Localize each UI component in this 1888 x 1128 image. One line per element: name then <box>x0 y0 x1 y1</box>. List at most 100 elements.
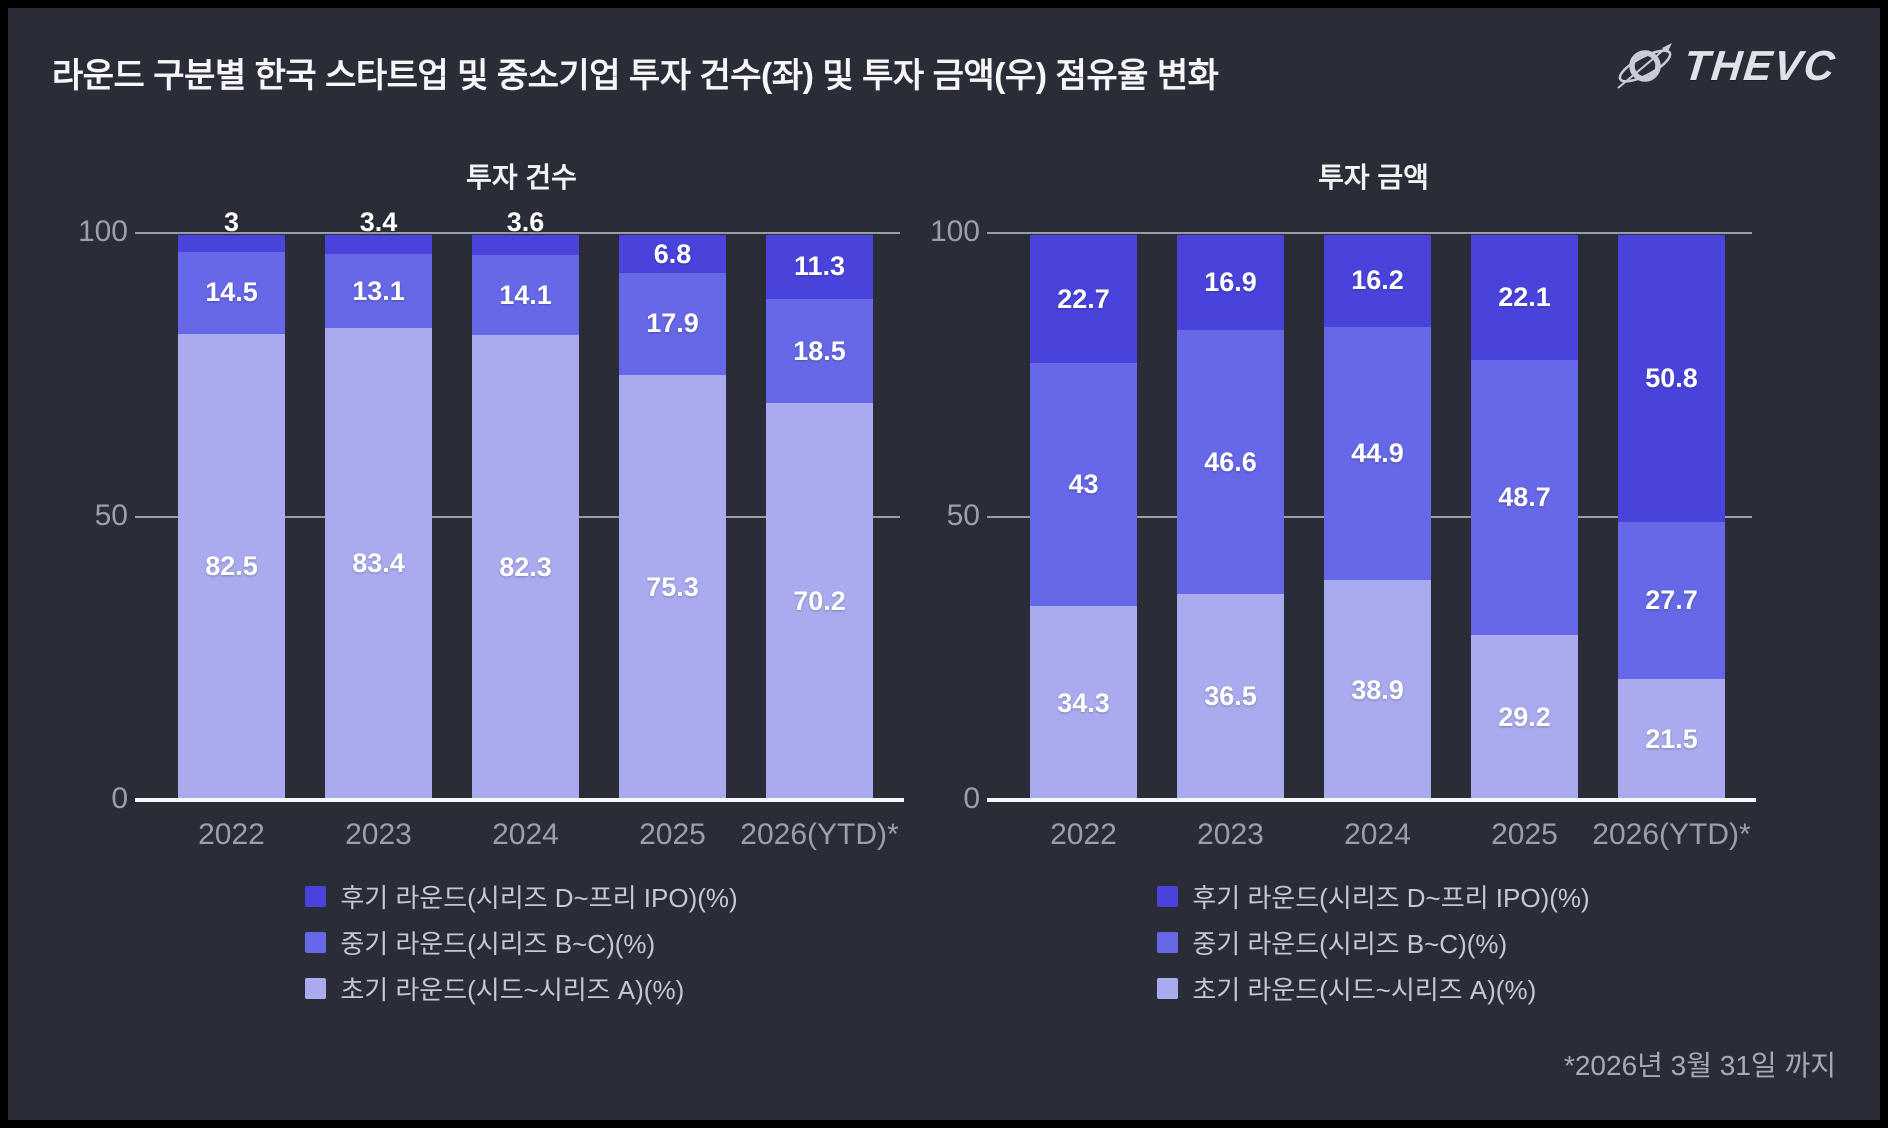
segment-late-round: 50.8 <box>1618 235 1725 523</box>
legend-item-late-round: 후기 라운드(시리즈 D~프리 IPO)(%) <box>1157 878 1590 915</box>
segment-value-label: 34.3 <box>1057 687 1110 718</box>
bar-2023: 16.9 46.6 36.5 <box>1177 235 1284 800</box>
chart-title: 투자 건수 <box>466 162 577 193</box>
bar-2024: 3.6 14.1 82.3 <box>472 207 579 800</box>
segment-mid-round: 44.9 <box>1324 326 1431 581</box>
x-tick-2024: 2024 <box>1344 818 1411 851</box>
segment-late-round: 22.1 <box>1471 235 1578 360</box>
segment-value-label: 75.3 <box>646 571 699 602</box>
segment-early-round: 21.5 <box>1618 678 1725 800</box>
y-tick-0: 0 <box>111 782 128 815</box>
bar-2022: 22.7 43 34.3 <box>1030 235 1137 800</box>
legend-swatch-early-round <box>1157 978 1179 999</box>
y-tick-100: 100 <box>77 215 128 248</box>
bar-2025: 6.8 17.9 75.3 <box>619 235 726 800</box>
legend-item-early-round: 초기 라운드(시드~시리즈 A)(%) <box>1157 970 1589 1007</box>
segment-early-round: 36.5 <box>1177 593 1284 800</box>
x-tick-2023: 2023 <box>1197 818 1264 851</box>
footnote: *2026년 3월 31일 까지 <box>1563 1050 1836 1081</box>
segment-late-round: 16.2 <box>1324 235 1431 327</box>
legend-swatch-mid-round <box>305 932 327 953</box>
y-tick-50: 50 <box>946 498 980 532</box>
legend-label: 후기 라운드(시리즈 D~프리 IPO)(%) <box>1192 883 1590 913</box>
segment-value-label: 36.5 <box>1204 681 1257 712</box>
legend-swatch-late-round <box>305 886 327 907</box>
legend-item-mid-round: 중기 라운드(시리즈 B~C)(%) <box>305 924 737 961</box>
bar-2022: 3 14.5 82.5 <box>178 207 285 800</box>
y-tick-50: 50 <box>94 498 128 532</box>
x-tick-2024: 2024 <box>492 818 559 851</box>
segment-value-label: 48.7 <box>1498 481 1551 512</box>
segment-value-label: 82.5 <box>205 551 258 582</box>
segment-value-label: 18.5 <box>793 335 846 366</box>
chart-investment-amount: 투자 금액 100 50 0 22.7 43 34.3 2022 16.9 46.6 36.5 20… <box>890 148 1760 1028</box>
segment-value-label: 14.1 <box>499 279 552 310</box>
segment-value-label: 13.1 <box>352 275 405 306</box>
segment-late-round: 3.4 <box>325 207 432 255</box>
plot-area: 100 50 0 3 14.5 82.5 2022 3.4 13.1 83.4 2023 3.6 14.… <box>78 207 904 851</box>
segment-value-label: 43 <box>1068 469 1099 500</box>
segment-value-label: 17.9 <box>646 308 699 339</box>
y-tick-100: 100 <box>929 215 980 248</box>
segment-value-label: 22.7 <box>1057 283 1110 314</box>
legend-item-mid-round: 중기 라운드(시리즈 B~C)(%) <box>1157 924 1589 961</box>
legend-label: 중기 라운드(시리즈 B~C)(%) <box>340 929 656 959</box>
chart-title: 투자 금액 <box>1318 162 1429 193</box>
gridline-100 <box>987 232 1752 234</box>
segment-value-label: 50.8 <box>1645 363 1698 393</box>
legend-label: 후기 라운드(시리즈 D~프리 IPO)(%) <box>340 883 738 913</box>
legend-swatch-early-round <box>305 978 327 999</box>
segment-value-label: 83.4 <box>352 548 405 579</box>
segment-early-round: 70.2 <box>766 403 873 800</box>
gridline-100 <box>135 232 900 234</box>
segment-early-round: 82.5 <box>178 333 285 800</box>
segment-value-label: 3 <box>223 207 240 237</box>
x-tick-2022: 2022 <box>1050 818 1117 851</box>
legend-swatch-mid-round <box>1157 932 1179 953</box>
legend-label: 초기 라운드(시드~시리즈 A)(%) <box>340 975 685 1005</box>
segment-value-label: 29.2 <box>1498 701 1551 732</box>
segment-value-label: 46.6 <box>1204 446 1257 477</box>
bar-2026(YTD)*: 11.3 18.5 70.2 <box>766 235 873 800</box>
legend-label: 중기 라운드(시리즈 B~C)(%) <box>1192 929 1508 959</box>
x-tick-2026(YTD)*: 2026(YTD)* <box>1592 818 1751 851</box>
segment-value-label: 16.9 <box>1204 267 1257 298</box>
legend-item-early-round: 초기 라운드(시드~시리즈 A)(%) <box>305 970 737 1007</box>
x-tick-2026(YTD)*: 2026(YTD)* <box>740 818 899 851</box>
segment-value-label: 22.1 <box>1498 281 1551 312</box>
segment-early-round: 75.3 <box>619 374 726 800</box>
segment-value-label: 82.3 <box>499 551 552 582</box>
segment-value-label: 3.4 <box>359 207 398 237</box>
legend: 후기 라운드(시리즈 D~프리 IPO)(%) 중기 라운드(시리즈 B~C)(%… <box>143 878 900 1007</box>
segment-value-label: 21.5 <box>1645 723 1698 754</box>
segment-early-round: 83.4 <box>325 328 432 800</box>
segment-late-round: 3 <box>178 207 285 252</box>
segment-early-round: 34.3 <box>1030 606 1137 800</box>
segment-mid-round: 17.9 <box>619 273 726 375</box>
segment-late-round: 3.6 <box>472 207 579 256</box>
segment-value-label: 3.6 <box>506 207 545 237</box>
segment-late-round: 22.7 <box>1030 235 1137 364</box>
bar-2024: 16.2 44.9 38.9 <box>1324 235 1431 800</box>
segment-mid-round: 48.7 <box>1471 359 1578 635</box>
segment-early-round: 82.3 <box>472 334 579 800</box>
segment-mid-round: 27.7 <box>1618 522 1725 679</box>
bar-2025: 22.1 48.7 29.2 <box>1471 235 1578 800</box>
segment-value-label: 16.2 <box>1351 265 1404 296</box>
segment-mid-round: 13.1 <box>325 254 432 329</box>
legend-swatch-late-round <box>1157 886 1179 907</box>
y-tick-0: 0 <box>963 782 980 815</box>
segment-value-label: 44.9 <box>1351 437 1404 468</box>
segment-late-round: 11.3 <box>766 235 873 299</box>
x-tick-2025: 2025 <box>639 818 706 851</box>
x-axis-line <box>135 798 904 802</box>
segment-value-label: 27.7 <box>1645 584 1698 615</box>
chart-canvas: 라운드 구분별 한국 스타트업 및 중소기업 투자 건수(좌) 및 투자 금액(… <box>8 8 1880 1120</box>
legend: 후기 라운드(시리즈 D~프리 IPO)(%) 중기 라운드(시리즈 B~C)(%… <box>995 878 1752 1007</box>
legend-item-late-round: 후기 라운드(시리즈 D~프리 IPO)(%) <box>305 878 738 915</box>
thevc-logo: THEVC <box>1612 36 1839 96</box>
segment-mid-round: 46.6 <box>1177 330 1284 594</box>
x-tick-2023: 2023 <box>345 818 412 851</box>
segment-value-label: 14.5 <box>205 277 258 308</box>
segment-mid-round: 14.5 <box>178 251 285 334</box>
